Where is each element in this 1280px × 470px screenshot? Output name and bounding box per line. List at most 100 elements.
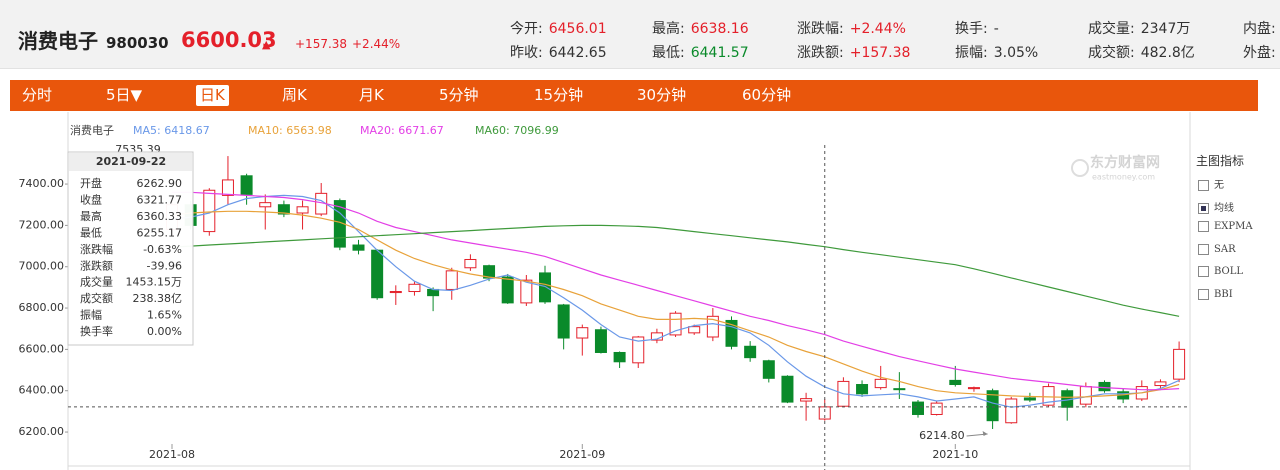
candle-body [240,175,253,195]
stat-value: 3.05% [993,45,1039,61]
legend-name: MA60 [475,124,506,137]
checkbox[interactable] [1198,266,1209,278]
tooltip-label: 最低 [80,226,102,239]
legend-value: 6418.67 [164,124,210,137]
stat: 昨收: 6442.65 [510,44,607,62]
candle-body [576,327,589,339]
candle-body [893,388,906,391]
indicator-option[interactable]: SAR [1198,243,1236,255]
tooltip-header [69,153,192,171]
legend-title: 消费电子 [70,123,114,137]
stat: 外盘: [1243,44,1276,62]
indicator-panel: 主图指标 无均线 EXPMA SAR BOLL BBI [1190,145,1280,470]
tab[interactable]: 5日▼ [106,86,143,104]
indicator-option[interactable]: 无 [1198,176,1224,191]
candle-body [259,202,272,208]
tab[interactable]: 分时 [22,86,53,104]
stat-label: 振幅: [955,45,988,61]
x-tick-label: 2021-08 [149,448,195,461]
tab-active[interactable]: 日K [196,85,229,106]
stat: 最低: 6441.57 [652,44,749,62]
option-label: EXPMA [1214,221,1253,233]
candle-body [539,272,551,303]
stat: 涨跌幅: +2.44% [797,20,906,38]
tooltip-label: 开盘 [80,176,102,190]
legend-name: MA20 [360,124,391,137]
tooltip-label: 换手率 [80,324,113,338]
candle-body [967,387,980,390]
stat: 成交额: 482.8亿 [1088,44,1195,62]
tab[interactable]: 5分钟 [439,86,479,104]
ma-line [172,191,1180,391]
stat-label: 昨收: [510,45,543,61]
stat-value: +2.44% [849,21,906,37]
legend-separator: : [506,124,513,137]
candle-body [986,390,999,422]
stat-value: - [993,21,999,37]
panel-title: 主图指标 [1196,154,1245,168]
min-label: 6214.80 [919,429,965,442]
tooltip-value: 6255.17 [137,226,183,239]
candle-body [520,279,533,304]
option-label: SAR [1214,243,1236,255]
candle-body [445,270,458,290]
tab[interactable]: 周K [282,86,307,104]
tooltip-label: 涨跌幅 [80,242,113,256]
tooltip-value: 6262.90 [137,177,183,190]
indicator-option[interactable]: BBI [1198,289,1233,300]
checkbox[interactable] [1198,202,1209,214]
indicator-option[interactable]: BOLL [1198,266,1243,278]
min-arrowhead [982,430,988,436]
legend-name: MA5 [133,124,157,137]
stat-label: 内盘: [1243,21,1276,37]
stat-label: 成交量: [1088,21,1135,37]
candle-body [669,312,682,336]
candle-body [277,204,290,215]
tab[interactable]: 30分钟 [637,86,687,104]
checkbox[interactable] [1198,221,1209,233]
tab[interactable]: 60分钟 [742,86,792,104]
option-label: 无 [1214,180,1224,191]
tab[interactable]: 15分钟 [534,86,584,104]
y-tick-label: 6200.00 [19,425,65,438]
stat: 涨跌额: +157.38 [797,44,910,62]
ma-line [171,210,1180,398]
candle-body [856,384,869,395]
candle-body [1042,386,1055,406]
option-label: BBI [1214,289,1233,300]
tooltip-date: 2021-09-22 [96,155,166,168]
checkbox[interactable] [1198,180,1209,191]
tab-bar: 分时 5日▼ 日K 周K 月K 5分钟 15分钟 30分钟 60分钟 [10,80,1258,111]
legend-entry: MA10: 6563.98 [248,124,332,137]
candle-body [1023,397,1036,401]
candle-body [781,375,794,403]
candle-body [594,329,607,353]
candle-body [706,315,719,338]
legend-name: MA10 [248,124,279,137]
candle-body [688,326,701,334]
watermark: 东方财富网 [1090,154,1160,171]
stat: 最高: 6638.16 [652,20,749,38]
checkbox[interactable] [1198,289,1209,300]
indicator-option[interactable]: EXPMA [1198,221,1253,233]
ma-line [171,224,1180,317]
candle-body [762,360,775,379]
candle-body [632,336,645,364]
tooltip-box [67,151,194,346]
tooltip-value: -0.63% [143,243,182,256]
tooltip-label: 振幅 [80,308,102,322]
legend: 消费电子 [70,123,114,137]
indicator-option[interactable]: 均线 [1198,199,1234,214]
candle-body [1098,381,1111,392]
candle-body [464,258,477,269]
tooltip-label: 涨跌额 [80,258,113,272]
candle-body [912,401,924,415]
tooltip-value: 6321.77 [137,193,183,206]
tab[interactable]: 月K [359,86,384,104]
stat-value: 482.8亿 [1140,45,1195,61]
candle-body [874,378,887,389]
candle-body [427,288,440,297]
stat-label: 最高: [652,21,685,37]
stat-value: 6456.01 [548,21,607,37]
checkbox[interactable] [1198,243,1209,255]
